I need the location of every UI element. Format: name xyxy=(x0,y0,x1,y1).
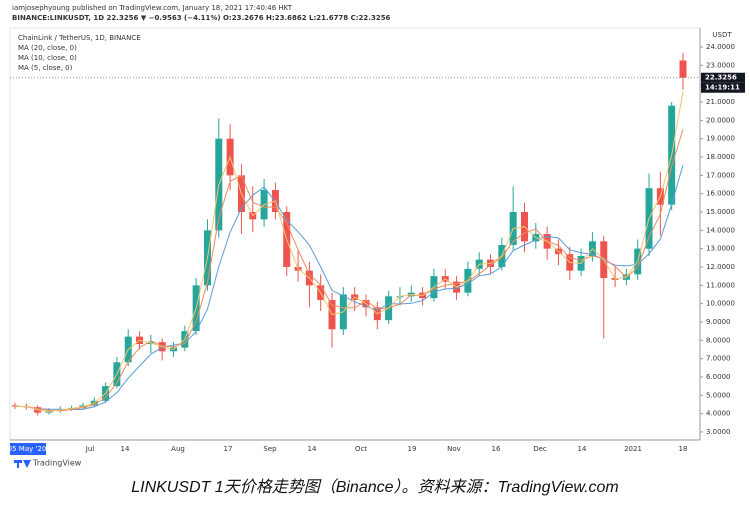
x-tick-label: 19 xyxy=(408,445,417,453)
x-tick-label: Sep xyxy=(263,445,277,453)
last-price-label: 22.3256 xyxy=(705,74,737,82)
legend-entry: MA (20, close, 0) xyxy=(18,44,77,52)
x-tick-label: Jul xyxy=(85,445,95,453)
y-tick-label: 8.0000 xyxy=(706,336,731,344)
candle-body xyxy=(679,60,687,78)
unit-label: USDT xyxy=(712,31,732,39)
x-tick-label: 16 xyxy=(492,445,501,453)
y-tick-label: 21.0000 xyxy=(706,98,735,106)
y-tick-label: 17.0000 xyxy=(706,171,735,179)
last-time-label: 14:19:11 xyxy=(705,84,740,92)
y-tick-label: 10.0000 xyxy=(706,300,735,308)
x-tick-label: 14 xyxy=(578,445,587,453)
x-tick-label: 18 xyxy=(679,445,688,453)
y-tick-label: 15.0000 xyxy=(706,208,735,216)
x-tick-label: Aug xyxy=(171,445,185,453)
symbol-line: BINANCE:LINKUSDT, 1D 22.3256 ▼ −0.9563 (… xyxy=(12,14,391,22)
chart-title: ChainLink / TetherUS, 1D, BINANCE xyxy=(18,34,141,42)
x-tick-label: 2021 xyxy=(624,445,642,453)
last-time-box xyxy=(701,82,745,93)
y-tick-label: 4.0000 xyxy=(706,410,731,418)
caption: LINKUSDT 1天价格走势图（Binance）。资料来源：TradingVi… xyxy=(131,478,619,496)
x-label-box xyxy=(10,443,46,455)
y-tick-label: 3.0000 xyxy=(706,428,731,436)
y-tick-label: 20.0000 xyxy=(706,116,735,124)
y-tick-label: 6.0000 xyxy=(706,373,731,381)
y-tick-label: 11.0000 xyxy=(706,281,735,289)
logo: TradingView xyxy=(32,459,82,468)
y-tick-label: 18.0000 xyxy=(706,153,735,161)
y-tick-label: 7.0000 xyxy=(706,355,731,363)
x-tick-label: 05 May '20 xyxy=(8,445,47,453)
y-tick-label: 14.0000 xyxy=(706,226,735,234)
publisher: iamjosephyoung published on TradingView.… xyxy=(12,4,293,12)
y-tick-label: 23.0000 xyxy=(706,61,735,69)
ma-line xyxy=(14,164,684,411)
x-tick-label: 14 xyxy=(308,445,317,453)
ma-line xyxy=(14,91,684,413)
logo-icon xyxy=(14,460,31,468)
y-tick-label: 9.0000 xyxy=(706,318,731,326)
x-tick-label: Dec xyxy=(533,445,547,453)
x-tick-label: Nov xyxy=(447,445,461,453)
last-price-box xyxy=(701,72,745,83)
y-tick-label: 19.0000 xyxy=(706,135,735,143)
ma-line xyxy=(14,129,684,412)
candle-body xyxy=(11,405,19,407)
legend-entry: MA (10, close, 0) xyxy=(18,54,77,62)
legend-entry: MA (5, close, 0) xyxy=(18,64,73,72)
y-tick-label: 12.0000 xyxy=(706,263,735,271)
y-tick-label: 24.0000 xyxy=(706,43,735,51)
x-tick-label: 14 xyxy=(121,445,130,453)
y-tick-label: 5.0000 xyxy=(706,391,731,399)
x-tick-label: 17 xyxy=(224,445,233,453)
x-tick-label: Oct xyxy=(355,445,367,453)
y-tick-label: 16.0000 xyxy=(706,190,735,198)
y-tick-label: 13.0000 xyxy=(706,245,735,253)
